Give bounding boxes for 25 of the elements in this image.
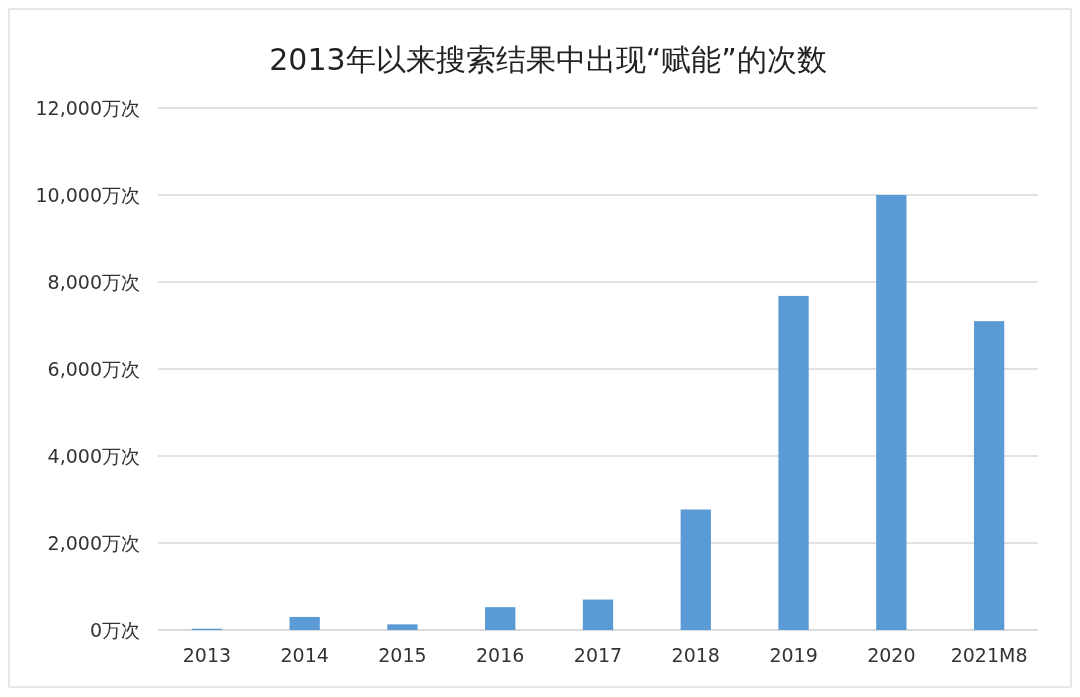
y-tick-label: 2,000万次 [47, 531, 140, 554]
bar [289, 616, 320, 630]
y-tick-label: 0万次 [89, 618, 140, 641]
x-tick-label: 2015 [378, 644, 427, 666]
chart-title: 2013年以来搜索结果中出现“赋能”的次数 [269, 42, 827, 77]
y-tick-label: 12,000万次 [35, 96, 140, 119]
x-tick-label: 2016 [476, 644, 525, 666]
bar [973, 321, 1005, 630]
bar [582, 599, 614, 630]
y-tick-label: 10,000万次 [35, 183, 140, 206]
x-tick-label: 2019 [769, 644, 818, 666]
x-tick-label: 2013 [182, 644, 232, 666]
bar [485, 607, 516, 630]
y-tick-label: 8,000万次 [47, 270, 140, 293]
x-tick-label: 2017 [573, 644, 623, 666]
bar [778, 295, 809, 630]
bar [876, 195, 907, 630]
x-tick-label: 2020 [867, 644, 916, 666]
x-tick-label: 2018 [671, 644, 720, 666]
y-tick-label: 4,000万次 [47, 444, 140, 467]
y-tick-label: 6,000万次 [47, 357, 140, 380]
bar [387, 624, 418, 630]
bar [680, 509, 711, 630]
x-tick-label: 2014 [280, 644, 329, 666]
x-tick-label: 2021M8 [950, 644, 1028, 666]
